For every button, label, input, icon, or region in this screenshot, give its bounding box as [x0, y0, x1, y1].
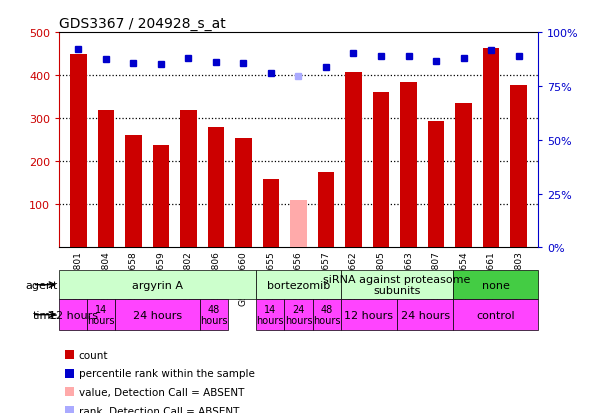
Text: 24 hours: 24 hours	[401, 310, 450, 320]
Bar	[345, 73, 362, 248]
Text: percentile rank within the sample: percentile rank within the sample	[79, 368, 255, 378]
Text: argyrin A: argyrin A	[132, 280, 183, 290]
Bar	[318, 172, 335, 248]
Bar	[262, 180, 279, 248]
Bar	[152, 146, 169, 248]
Bar	[400, 83, 417, 248]
Text: 24
hours: 24 hours	[285, 304, 312, 326]
Text: control: control	[476, 310, 515, 320]
Bar	[70, 55, 87, 248]
Text: 48
hours: 48 hours	[200, 304, 228, 326]
Text: 48
hours: 48 hours	[313, 304, 340, 326]
Text: rank, Detection Call = ABSENT: rank, Detection Call = ABSENT	[79, 406, 239, 413]
Text: count: count	[79, 350, 108, 360]
Bar	[455, 104, 472, 248]
Text: 12 hours: 12 hours	[48, 310, 98, 320]
Text: 14
hours: 14 hours	[87, 304, 115, 326]
Text: agent: agent	[25, 280, 58, 290]
Bar	[428, 121, 444, 248]
Text: 14
hours: 14 hours	[256, 304, 284, 326]
Bar	[373, 93, 389, 248]
Bar	[180, 110, 197, 248]
Bar	[125, 135, 142, 248]
Bar	[483, 50, 499, 248]
Bar	[98, 111, 114, 248]
Text: GDS3367 / 204928_s_at: GDS3367 / 204928_s_at	[59, 17, 226, 31]
Text: bortezomib: bortezomib	[267, 280, 330, 290]
Text: 24 hours: 24 hours	[133, 310, 182, 320]
Text: siRNA against proteasome
subunits: siRNA against proteasome subunits	[323, 274, 470, 296]
Text: 12 hours: 12 hours	[345, 310, 394, 320]
Bar	[290, 201, 307, 248]
Text: value, Detection Call = ABSENT: value, Detection Call = ABSENT	[79, 387, 244, 397]
Bar	[207, 128, 224, 248]
Bar	[235, 139, 252, 248]
Bar	[510, 85, 527, 248]
Text: time: time	[33, 310, 58, 320]
Text: none: none	[482, 280, 509, 290]
